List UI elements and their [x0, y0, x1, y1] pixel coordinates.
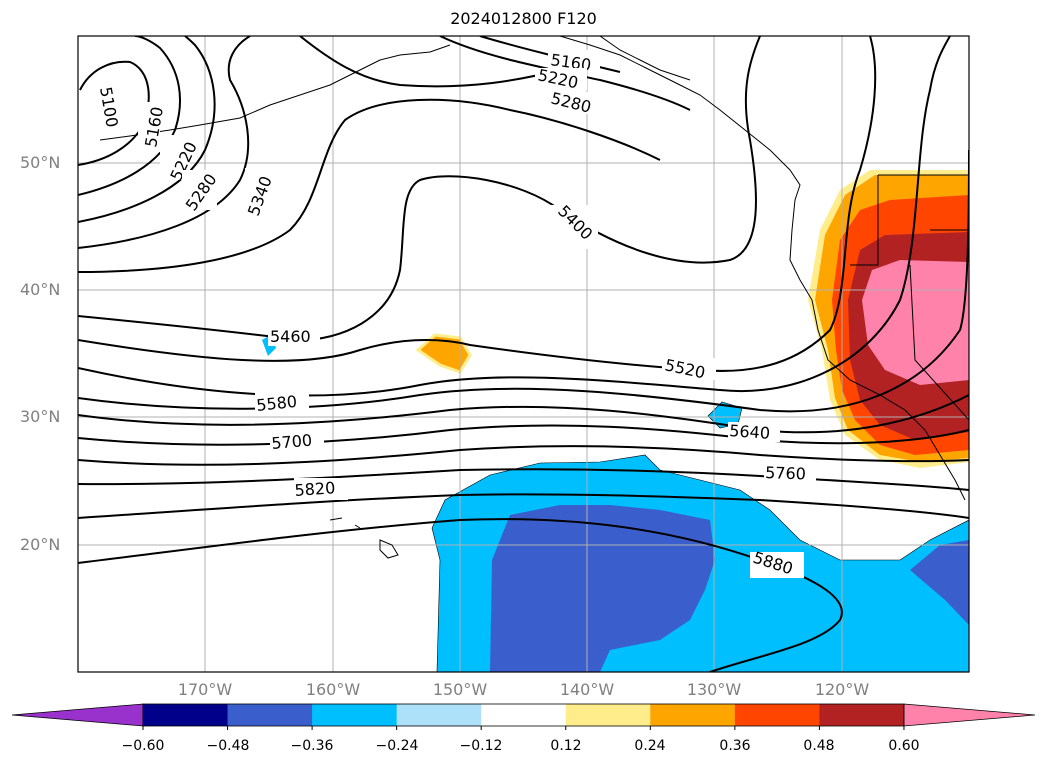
colorbar-segment — [650, 704, 736, 726]
colorbar-segment — [227, 704, 313, 726]
colorbar-segment — [396, 704, 482, 726]
lat-label-20n: 20°N — [20, 535, 61, 554]
colorbar-segment — [143, 704, 229, 726]
colorbar-tick-label: −0.24 — [375, 738, 419, 754]
contour-label: 5460 — [270, 327, 311, 346]
colorbar — [11, 703, 1036, 730]
lon-label-170w: 170°W — [177, 680, 233, 699]
lon-label-160w: 160°W — [305, 680, 361, 699]
anomaly-neg-dark-east — [910, 540, 969, 625]
colorbar-segment — [734, 704, 820, 726]
colorbar-tick-label: −0.60 — [121, 738, 165, 754]
anomaly-neg-dark — [490, 505, 715, 672]
colorbar-tick-label: 0.36 — [719, 738, 751, 754]
lat-label-30n: 30°N — [20, 407, 61, 426]
anomaly-pos-spot — [415, 333, 472, 374]
lon-label-150w: 150°W — [432, 680, 488, 699]
lon-label-140w: 140°W — [559, 680, 615, 699]
colorbar-tick-label: 0.12 — [550, 738, 582, 754]
map-title: 2024012800 F120 — [450, 9, 597, 28]
colorbar-tick-label: −0.12 — [459, 738, 503, 754]
colorbar-tick-label: 0.60 — [888, 738, 920, 754]
colorbar-extend-low — [11, 703, 144, 727]
height-contours — [78, 36, 969, 672]
lon-label-130w: 130°W — [686, 680, 742, 699]
map-area — [78, 36, 969, 672]
colorbar-segment — [819, 704, 905, 726]
contour-label: 5760 — [765, 463, 806, 483]
contour-label: 5640 — [729, 421, 771, 443]
colorbar-tick-label: −0.48 — [206, 738, 250, 754]
colorbar-segment — [481, 704, 567, 726]
colorbar-tick-label: 0.24 — [634, 738, 666, 754]
map-frame — [77, 35, 970, 673]
graticule — [78, 36, 969, 672]
contour-label: 5580 — [255, 392, 297, 415]
lat-label-40n: 40°N — [20, 280, 61, 299]
colorbar-segment — [312, 704, 398, 726]
contour-label: 5700 — [271, 431, 313, 453]
contour-labels: 5100 5160 5220 5280 5340 5160 5220 5280 … — [96, 50, 816, 578]
colorbar-segment — [565, 704, 651, 726]
colorbar-extend-high — [903, 703, 1036, 727]
colorbar-frame — [142, 703, 905, 727]
coastlines — [99, 36, 969, 559]
lon-label-120w: 120°W — [814, 680, 870, 699]
contour-label: 5820 — [294, 478, 336, 500]
lat-label-50n: 50°N — [20, 153, 61, 172]
colorbar-tick-label: −0.36 — [290, 738, 334, 754]
colorbar-tick-label: 0.48 — [803, 738, 835, 754]
